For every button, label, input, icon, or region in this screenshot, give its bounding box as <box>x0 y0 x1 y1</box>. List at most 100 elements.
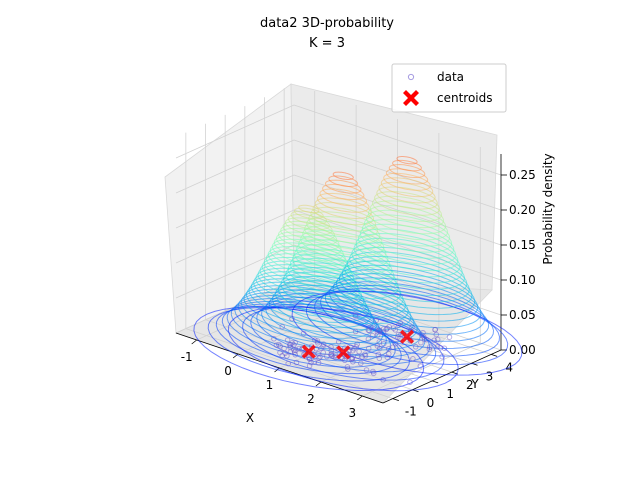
data-point-20 <box>328 348 335 354</box>
data-point-106 <box>410 356 416 362</box>
x-tick-0 <box>191 339 197 345</box>
data-point-97 <box>320 341 327 347</box>
y-tick-5 <box>491 354 498 357</box>
contour-2-31 <box>392 159 422 172</box>
centroid-mark-2 <box>400 329 414 344</box>
data-point-69 <box>312 337 318 343</box>
contour-2-3 <box>320 284 495 350</box>
data-point-142 <box>434 336 441 343</box>
data-point-162 <box>373 317 379 324</box>
contour-1-31 <box>328 175 359 188</box>
x-tick-label-2: 1 <box>266 378 274 392</box>
data-point-158 <box>437 344 444 351</box>
y-tick-label-0: -1 <box>405 405 417 419</box>
grid-back-z-4 <box>293 139 502 211</box>
contour-2-29 <box>385 168 429 185</box>
data-point-39 <box>282 350 288 357</box>
data-point-40 <box>287 349 294 355</box>
data-point-147 <box>392 340 399 347</box>
contour-2-32 <box>396 156 418 165</box>
contour-0-8 <box>240 288 377 339</box>
x-tick-label-3: 2 <box>307 392 315 406</box>
contour-0-12 <box>250 274 367 318</box>
grid-floor-x-4 <box>362 342 481 397</box>
contour-0-11 <box>248 278 370 323</box>
data-point-109 <box>331 354 337 360</box>
grid-side-z-1 <box>175 244 295 299</box>
y-tick-label-3: 2 <box>466 378 474 392</box>
contour-1-12 <box>285 262 402 306</box>
data-point-148 <box>352 313 359 319</box>
x-tick-3 <box>315 381 322 387</box>
grid-back-z-5 <box>293 104 502 176</box>
data-point-66 <box>296 345 302 352</box>
data-point-26 <box>363 367 370 373</box>
grid-back-z-3 <box>293 174 502 246</box>
data-point-156 <box>420 329 426 336</box>
centroid-mark-0 <box>301 344 316 359</box>
contour-0-1 <box>207 307 410 382</box>
data-point-164 <box>421 336 428 342</box>
grid-side-z-3 <box>175 174 295 229</box>
contour-2-7 <box>335 269 479 322</box>
data-point-146 <box>412 344 419 350</box>
data-point-89 <box>318 345 324 352</box>
data-point-32 <box>293 359 300 366</box>
data-point-145 <box>395 331 402 338</box>
z-tick-label-2: 0.10 <box>509 273 536 287</box>
peak-1 <box>227 171 459 392</box>
centroid-2 <box>400 329 414 344</box>
contour-1-30 <box>324 179 362 194</box>
chart-title-line-2: K = 3 <box>309 36 345 51</box>
legend-frame <box>391 63 507 113</box>
y-axis-line <box>382 349 502 404</box>
chart-title-line-1: data2 3D-probability <box>260 16 394 31</box>
data-point-100 <box>335 339 342 345</box>
contour-2-24 <box>374 191 440 216</box>
z-tick-label-1: 0.05 <box>509 308 536 322</box>
data-point-101 <box>350 359 356 365</box>
x-tick-4 <box>357 395 363 401</box>
data-point-152 <box>386 323 392 330</box>
legend: data centroids <box>391 63 507 113</box>
data-point-80 <box>362 353 369 359</box>
data-points <box>271 313 453 385</box>
data-point-79 <box>417 363 424 369</box>
data-point-159 <box>432 326 438 333</box>
data-point-117 <box>392 327 399 333</box>
data-point-98 <box>380 377 386 383</box>
centroid-1 <box>336 345 351 360</box>
data-point-47 <box>306 363 313 369</box>
contour-0-31 <box>293 207 324 220</box>
data-point-107 <box>349 355 356 362</box>
z-tick-label-5: 0.25 <box>509 168 536 182</box>
contour-2-23 <box>371 195 443 222</box>
z-tick-label-0: 0.00 <box>509 343 536 357</box>
data-point-129 <box>439 353 445 360</box>
data-point-53 <box>375 351 382 358</box>
z-axis-label: Probability density <box>541 153 555 264</box>
contour-2-22 <box>369 200 445 229</box>
data-point-46 <box>273 342 280 348</box>
data-point-0 <box>407 379 413 385</box>
x-tick-label-4: 3 <box>348 406 356 420</box>
data-point-92 <box>359 354 365 360</box>
data-point-160 <box>381 340 387 347</box>
x-tick-label-1: 0 <box>224 364 232 378</box>
data-point-45 <box>311 358 317 365</box>
data-point-49 <box>289 340 295 346</box>
legend-centroids-label: centroids <box>437 91 493 105</box>
data-point-134 <box>431 337 438 343</box>
data-point-131 <box>426 346 433 353</box>
data-point-59 <box>344 364 351 370</box>
z-tick-label-4: 0.20 <box>509 203 536 217</box>
centroid-0 <box>301 344 316 359</box>
data-point-151 <box>369 332 376 339</box>
data-point-108 <box>376 355 383 362</box>
data-point-150 <box>376 339 383 345</box>
data-point-111 <box>427 344 433 350</box>
contour-1-6 <box>268 288 418 344</box>
contour-2-12 <box>349 246 465 290</box>
data-point-29 <box>289 316 295 322</box>
